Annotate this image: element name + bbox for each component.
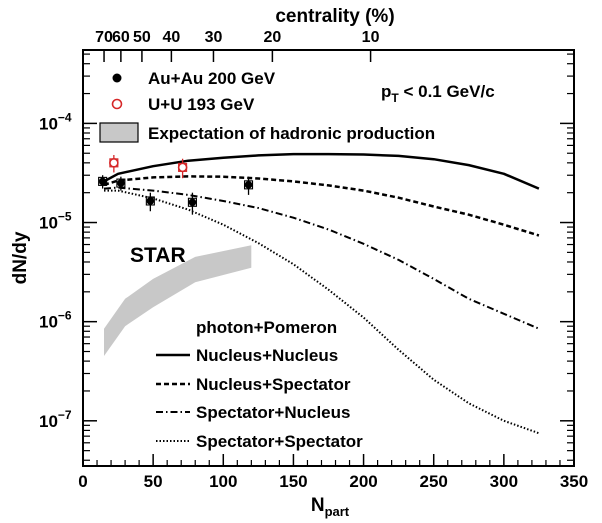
- top-axis-label: 50: [133, 29, 151, 46]
- auau-point: [98, 177, 107, 186]
- curve-spectator-nucleus: [103, 186, 540, 330]
- legend-marker-auau: [112, 73, 122, 83]
- syst-box: [187, 197, 197, 207]
- legend-label-auau: Au+Au 200 GeV: [148, 69, 276, 88]
- top-axis-label: 60: [112, 29, 130, 46]
- syst-box: [145, 196, 155, 206]
- y-tick-label: 10−4: [39, 110, 72, 133]
- legend-bottom-title: photon+Pomeron: [196, 318, 337, 337]
- top-axis-label: 10: [362, 29, 380, 46]
- legend-label-uu: U+U 193 GeV: [148, 95, 255, 114]
- hadronic-band-layer: [104, 245, 252, 356]
- data-points: [98, 154, 254, 215]
- y-axis-title: dN/dy: [10, 231, 31, 284]
- uu-point: [177, 162, 188, 173]
- x-tick-label: 300: [490, 472, 518, 491]
- x-tick-label: 50: [144, 472, 163, 491]
- top-axis-label: 70: [95, 29, 113, 46]
- plot-frame: [82, 49, 575, 467]
- syst-box: [116, 178, 126, 188]
- auau-point: [244, 181, 253, 189]
- legend-label-nucleus-spectator: Nucleus+Spectator: [196, 375, 351, 394]
- curve-nucleus-nucleus: [103, 152, 540, 190]
- top-axis-title: centrality (%): [275, 6, 394, 27]
- x-tick-label: 200: [349, 472, 377, 491]
- top-axis-label: 40: [162, 29, 180, 46]
- legend-label-spectator-spectator: Spectator+Spectator: [196, 432, 363, 451]
- legend-label-hadronic: Expectation of hadronic production: [148, 124, 435, 143]
- syst-box: [243, 180, 254, 190]
- legend-label-spectator-nucleus: Spectator+Nucleus: [196, 403, 350, 422]
- curve-spectator-spectator: [104, 189, 540, 435]
- axis-ticks: [82, 50, 575, 466]
- x-tick-label: 250: [420, 472, 448, 491]
- legend-top: Au+Au 200 GeV U+U 193 GeV Expectation of…: [99, 69, 435, 143]
- axis-labels: 0 50 100 150 200 250 300 350 10−4 10−5 10−6 10−7 70 6…: [39, 29, 588, 491]
- legend-label-nucleus-nucleus: Nucleus+Nucleus: [196, 346, 338, 365]
- curve-nucleus-spectator: [103, 175, 540, 237]
- syst-box: [98, 176, 108, 186]
- uu-point: [109, 158, 119, 168]
- model-curves: [103, 152, 540, 435]
- x-tick-label: 100: [209, 472, 237, 491]
- legend-bottom: photon+Pomeron Nucleus+Nucleus Nucleus+S…: [156, 318, 363, 451]
- x-tick-label: 350: [560, 472, 588, 491]
- auau-point: [117, 179, 125, 187]
- star-label: STAR: [130, 244, 186, 267]
- y-tick-label: 10−5: [39, 210, 72, 233]
- x-tick-label: 150: [279, 472, 307, 491]
- top-axis-label: 20: [263, 29, 281, 46]
- auau-point: [146, 197, 155, 205]
- y-tick-label: 10−6: [39, 309, 72, 332]
- pt-cut-label: pT < 0.1 GeV/c: [381, 82, 495, 105]
- top-axis-label: 30: [205, 29, 223, 46]
- legend-marker-uu: [111, 98, 123, 110]
- y-tick-label: 10−7: [39, 408, 72, 431]
- hadronic-band: [104, 245, 252, 356]
- auau-point: [188, 198, 197, 207]
- legend-marker-hadronic: [99, 122, 139, 143]
- x-axis-title: Npart: [311, 495, 350, 519]
- x-tick-label: 0: [78, 472, 87, 491]
